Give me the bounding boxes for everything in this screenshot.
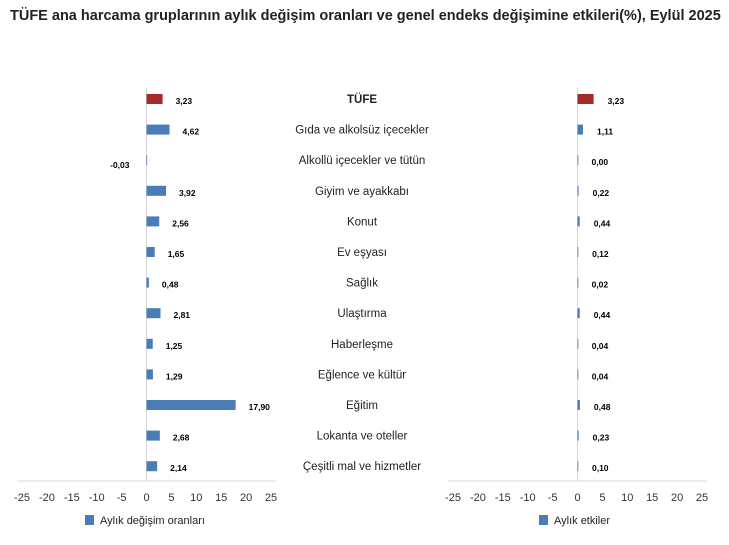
x-tick-label: -10 [89, 492, 105, 504]
data-label: 3,92 [179, 188, 196, 198]
bar [577, 400, 580, 410]
data-label: 0,00 [592, 157, 609, 167]
bar [577, 308, 580, 319]
bar [577, 247, 579, 257]
bar [577, 461, 579, 472]
category-label: Gıda ve alkolsüz içecekler [295, 125, 429, 137]
data-label: 2,14 [170, 463, 187, 473]
bar [577, 124, 584, 135]
x-tick-label: -5 [117, 492, 127, 504]
x-tick-label: -15 [64, 492, 80, 504]
data-label: 1,25 [166, 341, 183, 351]
bar [146, 185, 167, 196]
x-tick-label: 20 [240, 492, 252, 504]
x-tick-label: 25 [696, 492, 708, 504]
bar [577, 277, 579, 288]
data-label: 1,29 [166, 371, 183, 381]
bar [146, 400, 236, 410]
category-label: Ev eşyası [337, 247, 387, 259]
x-tick-label: -25 [14, 492, 30, 504]
bar [146, 308, 161, 319]
data-label: 3,23 [176, 96, 193, 106]
bar [577, 94, 594, 104]
category-label: Alkollü içecekler ve tütün [299, 155, 426, 167]
bar [577, 185, 579, 196]
x-tick-label: -20 [39, 492, 55, 504]
bar [577, 430, 579, 441]
category-label: TÜFE [347, 93, 377, 106]
data-label: 2,68 [173, 433, 190, 443]
bar [146, 216, 160, 227]
bar [146, 430, 160, 441]
category-label: Ulaştırma [337, 308, 387, 320]
data-label: 0,23 [593, 433, 610, 443]
data-label: 0,12 [592, 249, 609, 259]
data-label: 0,22 [593, 188, 610, 198]
x-tick-label: 15 [215, 492, 227, 504]
x-tick-label: -25 [445, 492, 461, 504]
legend-swatch [539, 515, 548, 525]
category-label: Giyim ve ayakkabı [315, 186, 409, 198]
x-tick-label: 5 [599, 492, 605, 504]
data-label: 3,23 [608, 96, 625, 106]
x-tick-label: -5 [548, 492, 558, 504]
bar [146, 124, 170, 135]
bar [146, 369, 153, 380]
legend-swatch [85, 515, 94, 525]
x-tick-label: 0 [574, 492, 580, 504]
bar [577, 216, 580, 227]
data-label: 0,48 [594, 402, 611, 412]
data-label: -0,03 [110, 160, 130, 170]
category-label: Haberleşme [331, 339, 393, 351]
category-label: Lokanta ve oteller [317, 431, 408, 443]
chart-title: TÜFE ana harcama gruplarının aylık değiş… [10, 8, 721, 24]
bar [146, 338, 153, 349]
x-tick-label: 10 [190, 492, 202, 504]
data-label: 0,44 [594, 310, 611, 320]
x-tick-label: 15 [646, 492, 658, 504]
data-label: 0,10 [592, 463, 609, 473]
legend-label: Aylık etkiler [554, 515, 610, 527]
x-tick-label: 0 [143, 492, 149, 504]
category-label: Konut [347, 216, 378, 228]
x-tick-label: 25 [265, 492, 277, 504]
data-label: 1,65 [168, 249, 185, 259]
category-label: Sağlık [346, 278, 378, 290]
bar [577, 338, 579, 349]
category-label: Eğlence ve kültür [318, 369, 406, 381]
data-label: 17,90 [249, 402, 271, 412]
legend-label: Aylık değişim oranları [100, 515, 205, 527]
x-tick-label: -20 [470, 492, 486, 504]
bar [577, 155, 579, 166]
category-label: Eğitim [346, 400, 378, 412]
category-label: Çeşitli mal ve hizmetler [303, 461, 421, 473]
data-label: 2,81 [173, 310, 190, 320]
data-label: 0,04 [592, 341, 609, 351]
data-label: 0,44 [594, 218, 611, 228]
bar [146, 277, 149, 288]
data-label: 0,04 [592, 371, 609, 381]
bar [146, 155, 148, 166]
x-tick-label: -10 [520, 492, 536, 504]
bar [146, 247, 155, 257]
data-label: 4,62 [183, 127, 200, 137]
x-tick-label: -15 [495, 492, 511, 504]
data-label: 1,11 [597, 127, 613, 137]
x-tick-label: 10 [621, 492, 633, 504]
bar [577, 369, 579, 380]
x-tick-label: 5 [168, 492, 174, 504]
data-label: 2,56 [172, 218, 189, 228]
bar [146, 461, 158, 472]
data-label: 0,02 [592, 280, 609, 290]
bar [146, 94, 163, 104]
data-label: 0,48 [162, 280, 179, 290]
x-tick-label: 20 [671, 492, 683, 504]
